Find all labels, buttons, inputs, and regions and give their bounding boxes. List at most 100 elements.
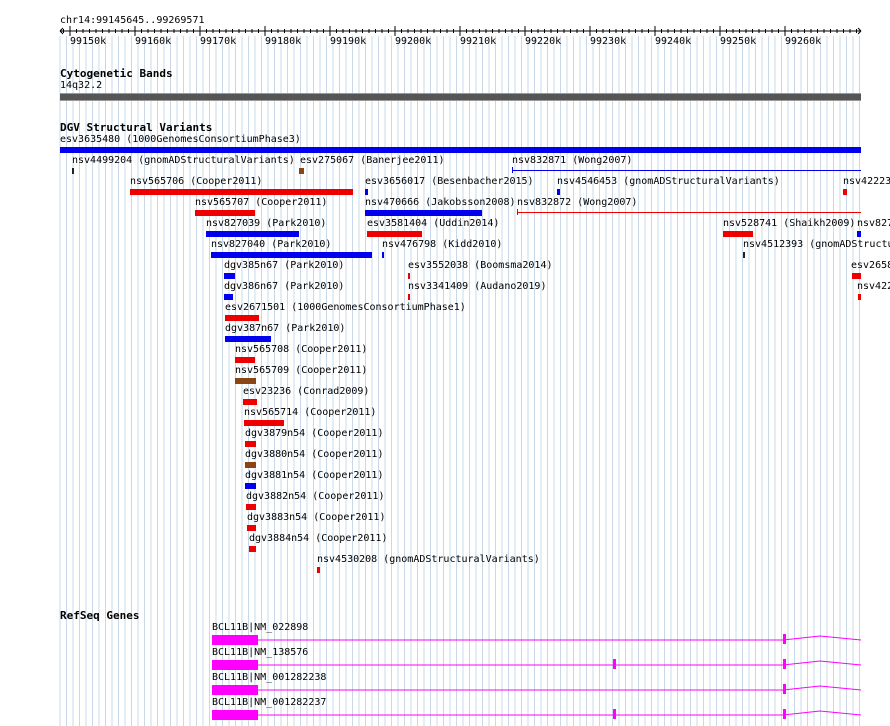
dgv-feature-label[interactable]: esv2658 [851,260,890,271]
dgv-feature-label[interactable]: esv3635480 (1000GenomesConsortiumPhase3) [60,134,301,145]
dgv-feature-label[interactable]: nsv827040 (Park2010) [211,239,332,250]
dgv-feature-label[interactable]: esv275067 (Banerjee2011) [300,155,445,166]
dgv-feature-label[interactable]: nsv4530208 (gnomADStructuralVariants) [317,554,540,565]
dgv-feature-label[interactable]: dgv385n67 (Park2010) [224,260,345,271]
refseq-gene-label[interactable]: BCL11B|NM_138576 [212,647,309,658]
refseq-gene-model[interactable] [0,657,890,673]
dgv-feature-bar[interactable] [382,252,384,258]
cytoband-label: 14q32.2 [60,80,103,91]
dgv-feature-span[interactable] [517,212,861,213]
dgv-feature-bar[interactable] [843,189,847,195]
refseq-exon-marker [783,684,786,694]
dgv-feature-label[interactable]: nsv832871 (Wong2007) [512,155,633,166]
dgv-feature-bar[interactable] [225,315,259,321]
dgv-feature-label[interactable]: nsv565708 (Cooper2011) [235,344,368,355]
refseq-gene-model[interactable] [0,682,890,698]
dgv-feature-label[interactable]: nsv827 [857,218,890,229]
dgv-feature-bar[interactable] [408,294,410,300]
dgv-feature-bar[interactable] [365,210,482,216]
dgv-feature-bar[interactable] [130,189,353,195]
refseq-exon-marker [783,709,786,719]
refseq-exon-block [212,635,258,645]
dgv-feature-end-tick [512,167,513,173]
dgv-feature-bar[interactable] [857,231,861,237]
dgv-feature-span[interactable] [512,170,861,171]
ruler-tick-label: 99180k [265,36,301,47]
dgv-feature-label[interactable]: dgv3881n54 (Cooper2011) [245,470,384,481]
refseq-intron-line [258,635,862,641]
dgv-feature-label[interactable]: esv3552038 (Boomsma2014) [408,260,553,271]
dgv-feature-bar[interactable] [365,189,368,195]
refseq-gene-model[interactable] [0,707,890,723]
refseq-gene-label[interactable]: BCL11B|NM_001282238 [212,672,327,683]
ruler-tick-label: 99240k [655,36,691,47]
dgv-feature-label[interactable]: nsv3341409 (Audano2019) [408,281,547,292]
dgv-feature-label[interactable]: dgv3884n54 (Cooper2011) [249,533,388,544]
dgv-feature-bar[interactable] [195,210,255,216]
dgv-feature-bar[interactable] [211,252,372,258]
ruler-tick-label: 99200k [395,36,431,47]
cytoband-bar[interactable] [60,93,861,101]
dgv-feature-bar[interactable] [72,168,74,174]
ruler-tick-label: 99150k [70,36,106,47]
dgv-feature-bar[interactable] [235,357,255,363]
dgv-feature-label[interactable]: dgv3879n54 (Cooper2011) [245,428,384,439]
dgv-feature-label[interactable]: dgv3883n54 (Cooper2011) [247,512,386,523]
dgv-feature-label[interactable]: nsv565709 (Cooper2011) [235,365,368,376]
dgv-feature-bar[interactable] [367,231,422,237]
dgv-feature-label[interactable]: nsv422 [857,281,890,292]
refseq-exon-marker [783,659,786,669]
refseq-gene-label[interactable]: BCL11B|NM_022898 [212,622,309,633]
refseq-gene-model[interactable] [0,632,890,648]
dgv-feature-bar[interactable] [557,189,560,195]
dgv-feature-label[interactable]: nsv528741 (Shaikh2009) [723,218,856,229]
dgv-feature-label[interactable]: esv3656017 (Besenbacher2015) [365,176,534,187]
dgv-feature-label[interactable]: nsv565707 (Cooper2011) [195,197,328,208]
dgv-feature-label[interactable]: nsv565714 (Cooper2011) [244,407,377,418]
dgv-feature-bar[interactable] [408,273,410,279]
dgv-feature-label[interactable]: nsv832872 (Wong2007) [517,197,638,208]
dgv-feature-label[interactable]: dgv3882n54 (Cooper2011) [246,491,385,502]
dgv-feature-bar[interactable] [60,147,861,153]
ruler-tick-label: 99190k [330,36,366,47]
refseq-track-title: RefSeq Genes [60,609,140,622]
dgv-feature-label[interactable]: dgv386n67 (Park2010) [224,281,345,292]
dgv-feature-label[interactable]: nsv565706 (Cooper2011) [130,176,263,187]
ruler-arrow [857,27,862,35]
dgv-feature-bar[interactable] [206,231,299,237]
ruler-tick-label: 99230k [590,36,626,47]
dgv-feature-label[interactable]: dgv3880n54 (Cooper2011) [245,449,384,460]
dgv-feature-bar[interactable] [743,252,745,258]
dgv-feature-label[interactable]: nsv4512393 (gnomADStructu [743,239,890,250]
refseq-exon-marker [613,659,616,669]
dgv-feature-bar[interactable] [245,441,256,447]
dgv-feature-label[interactable]: nsv4499204 (gnomADStructuralVariants) [72,155,295,166]
dgv-feature-label[interactable]: nsv827039 (Park2010) [206,218,327,229]
dgv-feature-bar[interactable] [225,336,271,342]
dgv-feature-bar[interactable] [852,273,861,279]
dgv-feature-bar[interactable] [245,462,256,468]
dgv-feature-bar[interactable] [244,420,284,426]
dgv-feature-bar[interactable] [224,294,233,300]
dgv-feature-label[interactable]: nsv4546453 (gnomADStructuralVariants) [557,176,780,187]
dgv-feature-label[interactable]: esv2671501 (1000GenomesConsortiumPhase1) [225,302,466,313]
dgv-feature-bar[interactable] [299,168,304,174]
dgv-feature-bar[interactable] [249,546,256,552]
dgv-feature-bar[interactable] [247,525,256,531]
dgv-feature-bar[interactable] [224,273,235,279]
dgv-feature-bar[interactable] [243,399,257,405]
dgv-feature-bar[interactable] [246,504,256,510]
dgv-feature-bar[interactable] [723,231,753,237]
dgv-feature-label[interactable]: esv23236 (Conrad2009) [243,386,370,397]
dgv-feature-label[interactable]: dgv387n67 (Park2010) [225,323,346,334]
dgv-feature-label[interactable]: esv3581404 (Uddin2014) [367,218,500,229]
dgv-feature-label[interactable]: nsv470666 (Jakobsson2008) [365,197,516,208]
coordinate-ruler[interactable]: chr14:99145645..99269571 99150k 99160k 991… [0,0,890,60]
dgv-feature-label[interactable]: nsv42223 [843,176,890,187]
refseq-gene-label[interactable]: BCL11B|NM_001282237 [212,697,327,708]
dgv-feature-label[interactable]: nsv476798 (Kidd2010) [382,239,503,250]
dgv-feature-bar[interactable] [858,294,861,300]
dgv-feature-bar[interactable] [245,483,256,489]
dgv-feature-bar[interactable] [317,567,320,573]
dgv-feature-bar[interactable] [235,378,256,384]
